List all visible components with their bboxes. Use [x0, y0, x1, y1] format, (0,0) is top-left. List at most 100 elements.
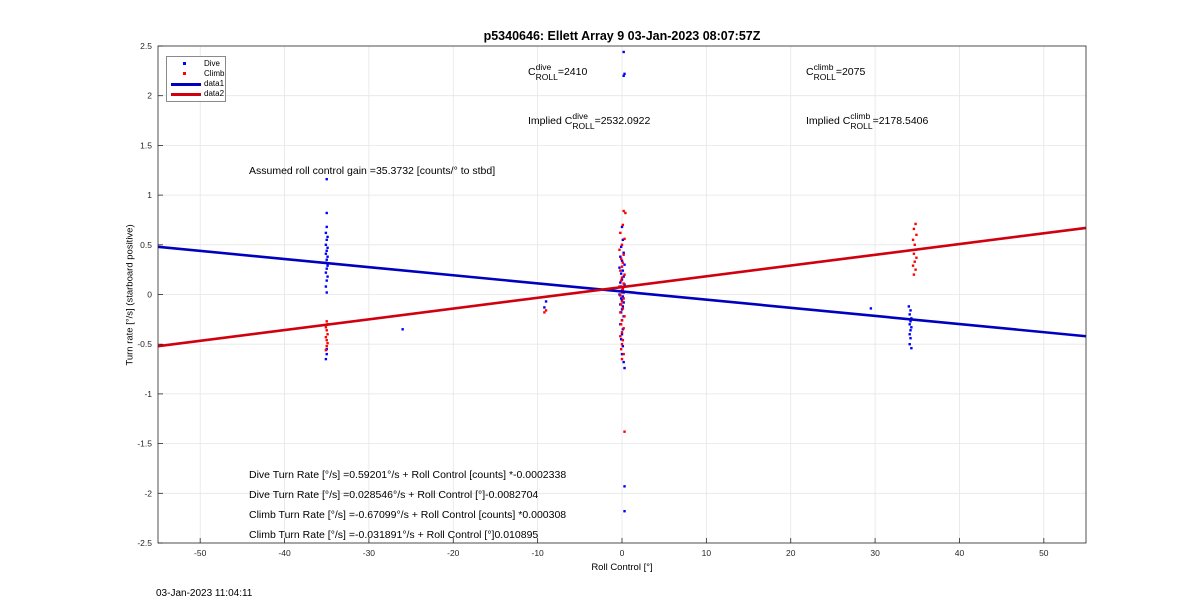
- climb-point: [619, 294, 622, 297]
- climb-point: [914, 222, 917, 226]
- dive-point: [622, 301, 625, 304]
- dive-point: [619, 297, 623, 300]
- data2-fit-line: [157, 226, 1087, 348]
- fit-line-4: Climb Turn Rate [°/s] =-0.031891°/s + Ro…: [249, 529, 539, 541]
- climb-point: [621, 288, 625, 291]
- dive-point: [325, 225, 328, 229]
- climb-point: [619, 269, 622, 272]
- climb-point: [326, 342, 329, 345]
- climb-point: [621, 223, 625, 227]
- climb-point: [619, 335, 622, 338]
- climb-point: [621, 261, 625, 264]
- climb-point: [621, 307, 625, 310]
- x-tick-label: 10: [702, 548, 712, 558]
- dive-point: [622, 74, 625, 78]
- dive-point: [621, 295, 625, 298]
- c-roll-dive-annotation: Cdive ROLL=2410: [528, 62, 588, 82]
- climb-point: [619, 311, 622, 314]
- dive-point: [620, 259, 624, 262]
- dive-point: [908, 333, 911, 336]
- climb-point: [620, 300, 624, 303]
- dive-point: [326, 246, 329, 249]
- timestamp: 03-Jan-2023 11:04:11: [156, 588, 253, 599]
- climb-point: [620, 331, 624, 334]
- data-layer: [157, 50, 1087, 513]
- fit-line-2: Dive Turn Rate [°/s] =0.028546°/s + Roll…: [249, 489, 539, 501]
- legend-line-data1: [171, 83, 201, 86]
- dive-point: [908, 343, 911, 346]
- climb-point: [544, 309, 548, 312]
- climb-point: [620, 276, 624, 279]
- dive-point: [325, 279, 328, 282]
- dive-point: [907, 305, 911, 308]
- dive-point: [324, 231, 328, 235]
- climb-point: [622, 297, 625, 300]
- dive-point: [621, 269, 625, 272]
- dive-point: [909, 337, 912, 340]
- dive-point: [619, 245, 623, 248]
- dive-point: [621, 305, 625, 308]
- climb-point: [915, 256, 918, 259]
- dive-point: [324, 271, 328, 274]
- implied-c-roll-climb-annotation: Implied Cclimb ROLL=2178.5406: [806, 111, 929, 131]
- climb-point: [623, 273, 626, 276]
- dive-point: [324, 285, 328, 288]
- climb-point: [619, 303, 623, 306]
- legend: Dive Climb data1 data2: [166, 56, 226, 102]
- legend-label-dive: Dive: [204, 59, 221, 68]
- dive-point: [909, 329, 912, 332]
- y-tick-label: 2.5: [140, 41, 152, 51]
- climb-point: [324, 348, 328, 352]
- climb-point: [620, 319, 624, 322]
- climb-point: [622, 253, 625, 256]
- climb-point: [913, 243, 916, 246]
- y-tick-label: 0: [147, 290, 152, 300]
- dive-point: [324, 243, 328, 246]
- legend-item-data2: data2: [167, 89, 225, 99]
- climb-point: [325, 329, 328, 332]
- dive-point: [909, 320, 912, 323]
- dive-point: [620, 225, 624, 229]
- y-tick-label: 1.5: [140, 140, 152, 150]
- x-tick-label: -40: [278, 548, 291, 558]
- dive-point: [325, 267, 328, 270]
- y-tick-label: -1: [144, 389, 152, 399]
- implied-c-roll-dive-annotation: Implied Cdive ROLL=2532.0922: [528, 111, 651, 131]
- dive-point: [326, 275, 329, 278]
- climb-point: [619, 257, 623, 260]
- x-tick-label: -20: [447, 548, 460, 558]
- dive-point: [325, 238, 328, 242]
- y-tick-label: -2.5: [137, 538, 152, 548]
- climb-point: [620, 357, 624, 361]
- legend-label-data2: data2: [204, 89, 225, 98]
- dive-point: [623, 72, 626, 76]
- climb-point: [622, 282, 625, 285]
- climb-point: [622, 209, 625, 213]
- legend-marker-dive: [183, 62, 186, 65]
- x-axis-label: Roll Control [°]: [591, 562, 653, 573]
- dive-point: [909, 309, 912, 312]
- climb-point: [913, 260, 916, 263]
- dive-point: [619, 272, 623, 275]
- dive-point: [621, 344, 625, 348]
- climb-point: [911, 238, 915, 242]
- legend-line-data2: [171, 93, 201, 96]
- dive-point: [620, 352, 624, 356]
- climb-point: [621, 339, 625, 342]
- dive-point: [618, 266, 621, 269]
- dive-point: [326, 235, 329, 239]
- y-tick-label: -2: [144, 488, 152, 498]
- climb-point: [620, 243, 624, 246]
- climb-point: [619, 323, 623, 326]
- fit-line-3: Climb Turn Rate [°/s] =-0.67099°/s + Rol…: [249, 509, 567, 521]
- dive-point: [326, 264, 329, 267]
- roll-gain-annotation: Assumed roll control gain =35.3732 [coun…: [249, 165, 496, 177]
- y-tick-label: 2: [147, 91, 152, 101]
- climb-point: [911, 264, 915, 267]
- dive-point: [544, 300, 548, 303]
- data1-fit-line: [157, 245, 1087, 338]
- climb-point: [622, 352, 625, 356]
- dive-point: [622, 251, 625, 254]
- dive-point: [622, 275, 625, 278]
- climb-point: [619, 347, 623, 351]
